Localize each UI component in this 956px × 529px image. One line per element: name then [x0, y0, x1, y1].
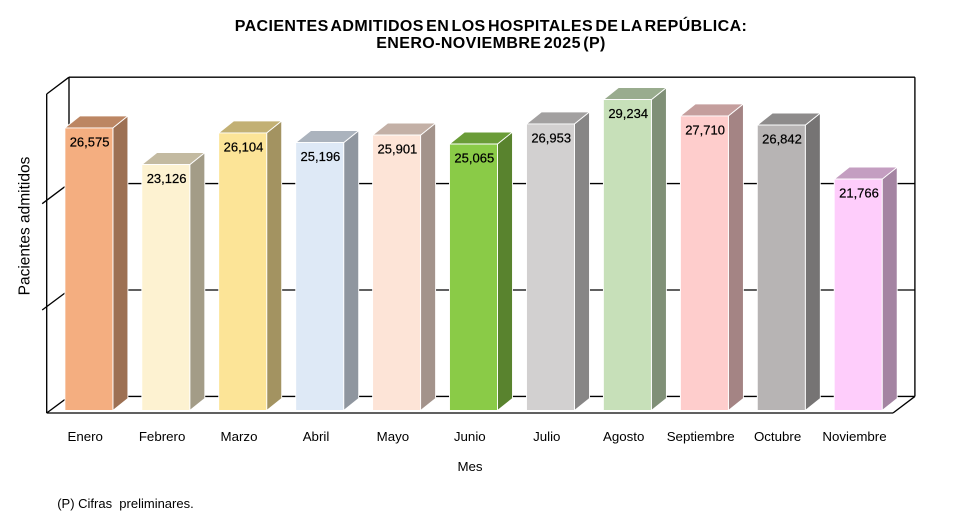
- svg-text:23,126: 23,126: [147, 171, 187, 186]
- svg-text:Pacientes admitidos: Pacientes admitidos: [17, 156, 34, 295]
- svg-text:25,901: 25,901: [378, 142, 418, 157]
- svg-text:(P) Cifras preliminares.: (P) Cifras preliminares.: [57, 496, 194, 511]
- svg-text:Octubre: Octubre: [754, 429, 801, 444]
- svg-text:ENERO-NOVIEMBRE 2025 (P): ENERO-NOVIEMBRE 2025 (P): [376, 35, 606, 52]
- svg-text:Junio: Junio: [454, 429, 486, 444]
- svg-text:25,065: 25,065: [454, 151, 494, 166]
- svg-text:Enero: Enero: [67, 429, 102, 444]
- svg-text:Marzo: Marzo: [221, 429, 258, 444]
- svg-text:27,710: 27,710: [685, 122, 725, 137]
- svg-text:Febrero: Febrero: [139, 429, 186, 444]
- svg-text:21,766: 21,766: [839, 186, 879, 201]
- svg-text:Mayo: Mayo: [377, 429, 410, 444]
- svg-text:26,953: 26,953: [531, 130, 571, 145]
- svg-text:Abril: Abril: [303, 429, 330, 444]
- svg-text:Mes: Mes: [457, 459, 482, 474]
- svg-text:29,234: 29,234: [608, 106, 648, 121]
- svg-text:Noviembre: Noviembre: [822, 429, 886, 444]
- svg-text:26,104: 26,104: [224, 139, 264, 154]
- svg-text:Agosto: Agosto: [603, 429, 644, 444]
- svg-text:PACIENTES ADMITIDOS EN LOS HOS: PACIENTES ADMITIDOS EN LOS HOSPITALES DE…: [235, 16, 748, 35]
- svg-text:25,196: 25,196: [301, 149, 341, 164]
- svg-text:Septiembre: Septiembre: [667, 429, 735, 444]
- svg-text:Julio: Julio: [533, 429, 560, 444]
- svg-text:26,842: 26,842: [762, 132, 802, 147]
- svg-text:26,575: 26,575: [70, 134, 110, 149]
